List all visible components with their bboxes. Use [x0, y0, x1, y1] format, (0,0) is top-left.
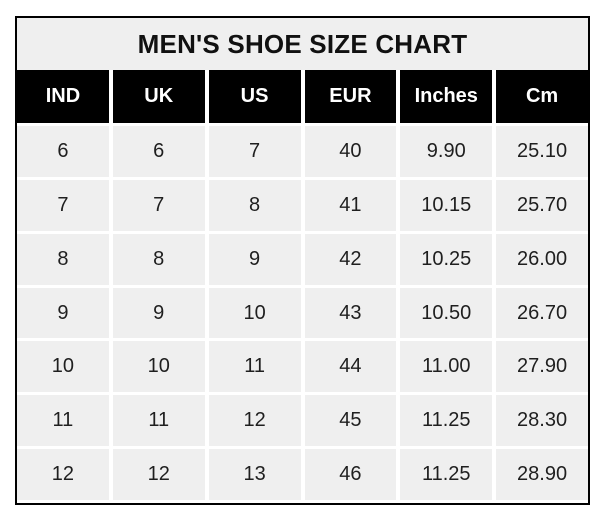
table-cell: 10.25: [400, 233, 493, 285]
table-row: 6 6 7 40 9.90 25.10: [17, 126, 588, 177]
table-cell: 6: [112, 126, 205, 177]
table-cell: 26.00: [496, 233, 588, 285]
table-cell: 7: [17, 179, 109, 231]
column-header-inches: Inches: [400, 70, 493, 123]
table-body: 6 6 7 40 9.90 25.10 7 7 8 41 10.15 25.70…: [17, 123, 588, 503]
table-cell: 11: [208, 341, 301, 393]
table-cell: 45: [304, 395, 397, 447]
table-row: 9 9 10 43 10.50 26.70: [17, 287, 588, 339]
table-header-row: IND UK US EUR Inches Cm: [17, 70, 588, 123]
table-cell: 11: [17, 395, 109, 447]
table-cell: 10: [17, 341, 109, 393]
table-cell: 27.90: [496, 341, 588, 393]
column-header-us: US: [208, 70, 301, 123]
table-cell: 9: [17, 287, 109, 339]
table-cell: 8: [208, 179, 301, 231]
table-cell: 8: [17, 233, 109, 285]
column-header-uk: UK: [112, 70, 205, 123]
column-header-cm: Cm: [496, 70, 588, 123]
table-cell: 26.70: [496, 287, 588, 339]
table-cell: 41: [304, 179, 397, 231]
shoe-size-chart-table: MEN'S SHOE SIZE CHART IND UK US EUR Inch…: [15, 16, 590, 505]
table-cell: 28.30: [496, 395, 588, 447]
table-cell: 10: [208, 287, 301, 339]
table-cell: 12: [112, 449, 205, 501]
table-cell: 8: [112, 233, 205, 285]
table-cell: 25.70: [496, 179, 588, 231]
table-cell: 28.90: [496, 449, 588, 501]
table-cell: 43: [304, 287, 397, 339]
table-cell: 10.50: [400, 287, 493, 339]
table-cell: 7: [112, 179, 205, 231]
table-cell: 10.15: [400, 179, 493, 231]
table-row: 12 12 13 46 11.25 28.90: [17, 449, 588, 501]
table-cell: 6: [17, 126, 109, 177]
table-cell: 10: [112, 341, 205, 393]
table-cell: 25.10: [496, 126, 588, 177]
table-row: 11 11 12 45 11.25 28.30: [17, 395, 588, 447]
table-cell: 9: [208, 233, 301, 285]
table-cell: 11.25: [400, 449, 493, 501]
table-row: 7 7 8 41 10.15 25.70: [17, 179, 588, 231]
table-cell: 11: [112, 395, 205, 447]
table-cell: 12: [17, 449, 109, 501]
table-cell: 11.00: [400, 341, 493, 393]
column-header-ind: IND: [17, 70, 109, 123]
table-cell: 11.25: [400, 395, 493, 447]
column-header-eur: EUR: [304, 70, 397, 123]
table-cell: 7: [208, 126, 301, 177]
table-cell: 42: [304, 233, 397, 285]
table-cell: 13: [208, 449, 301, 501]
table-cell: 46: [304, 449, 397, 501]
table-cell: 12: [208, 395, 301, 447]
table-cell: 9.90: [400, 126, 493, 177]
table-cell: 44: [304, 341, 397, 393]
table-row: 10 10 11 44 11.00 27.90: [17, 341, 588, 393]
table-cell: 40: [304, 126, 397, 177]
table-cell: 9: [112, 287, 205, 339]
table-row: 8 8 9 42 10.25 26.00: [17, 233, 588, 285]
chart-title: MEN'S SHOE SIZE CHART: [17, 18, 588, 70]
